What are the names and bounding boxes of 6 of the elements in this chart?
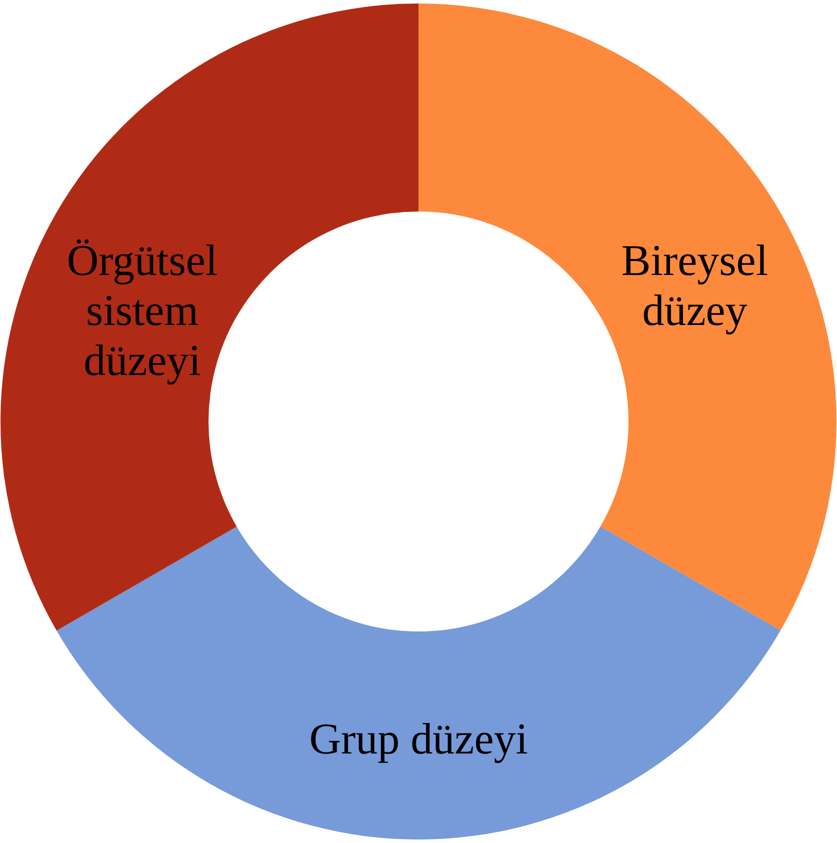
donut-slice xyxy=(56,526,781,839)
donut-slice xyxy=(418,4,836,630)
slice-label: Grup düzeyi xyxy=(309,714,528,764)
donut-slice xyxy=(0,4,418,631)
slice-label: Bireysel düzey xyxy=(621,236,768,335)
slice-label: Örgütsel sistem düzeyi xyxy=(66,236,218,386)
